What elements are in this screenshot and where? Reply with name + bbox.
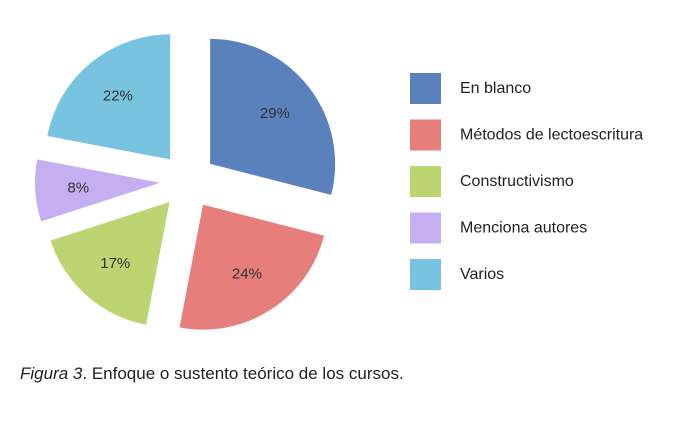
- slice-value-label-en-blanco: 29%: [260, 105, 290, 122]
- legend-swatch-varios: [410, 259, 441, 290]
- legend-label-varios: Varios: [460, 266, 504, 283]
- legend-label-metodos-de-lectoescritura: Métodos de lectoescritura: [460, 127, 643, 144]
- pie-slice-en-blanco: [210, 38, 336, 195]
- pie-slice-menciona-autores: [35, 159, 161, 222]
- legend-label-en-blanco: En blanco: [460, 80, 531, 97]
- figure-number: Figura 3: [20, 364, 83, 383]
- legend: En blanco Métodos de lectoescritura Constr…: [410, 73, 643, 290]
- pie-slice-metodos-de-lectoescritura: [179, 204, 325, 330]
- slice-value-label-varios: 22%: [103, 88, 133, 105]
- legend-swatch-constructivismo: [410, 166, 441, 197]
- pie-slice-constructivismo: [50, 202, 170, 325]
- slice-value-label-metodos-de-lectoescritura: 24%: [232, 265, 262, 282]
- legend-swatch-en-blanco: [410, 73, 441, 104]
- legend-label-constructivismo: Constructivismo: [460, 173, 574, 190]
- legend-swatch-metodos-de-lectoescritura: [410, 119, 441, 151]
- figure-caption: Figura 3. Enfoque o sustento teórico de …: [20, 364, 404, 384]
- legend-swatch-menciona-autores: [410, 212, 441, 244]
- pie-slice-labels: 29% 24% 17% 8% 22%: [67, 88, 290, 283]
- slice-value-label-menciona-autores: 8%: [67, 179, 89, 196]
- pie-slices: [35, 34, 336, 330]
- slice-value-label-constructivismo: 17%: [100, 255, 130, 272]
- figure-caption-text: . Enfoque o sustento teórico de los curs…: [82, 364, 404, 383]
- pie-slice-varios: [47, 34, 171, 160]
- legend-label-menciona-autores: Menciona autores: [460, 220, 587, 237]
